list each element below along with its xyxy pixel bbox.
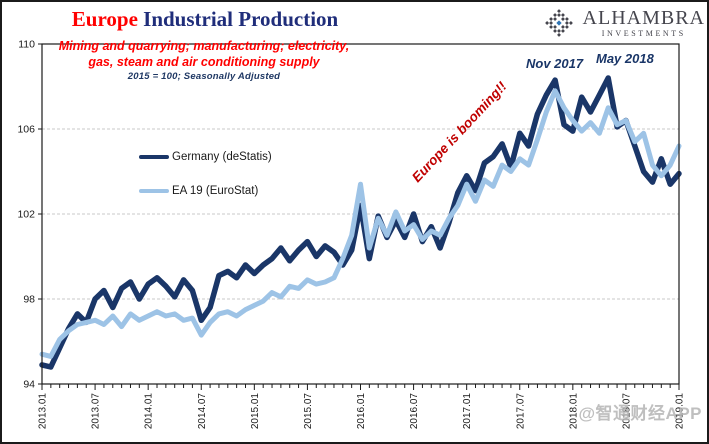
x-tick-label-2018.07: 2018.07	[621, 393, 632, 430]
logo-mosaic-cell	[556, 8, 561, 13]
chart-title: Europe Industrial Production	[40, 7, 370, 32]
chart-subtitle: Mining and quarrying; manufacturing; ele…	[44, 39, 364, 83]
legend-item-germany: Germany (deStatis)	[139, 150, 272, 164]
germany-line-swatch	[139, 154, 169, 160]
alhambra-diamond-icon	[544, 8, 573, 37]
logo-mosaic-cell	[552, 12, 557, 17]
logo-mosaic-cell	[564, 16, 569, 21]
alhambra-logo: ALHAMBRA INVESTMENTS	[535, 2, 707, 43]
y-tick-label-94: 94	[23, 379, 35, 391]
y-tick-label-102: 102	[17, 209, 35, 221]
x-tick-label-2014.01: 2014.01	[144, 393, 155, 430]
logo-mosaic-cell	[552, 24, 557, 29]
subtitle-line-1: Mining and quarrying; manufacturing; ele…	[58, 39, 350, 53]
annotation-nov-2017: Nov 2017	[526, 56, 584, 71]
logo-mosaic-cell	[556, 28, 561, 33]
x-tick-label-2017.07: 2017.07	[515, 393, 526, 430]
logo-mosaic-cell	[568, 20, 573, 25]
y-tick-label-110: 110	[18, 39, 35, 51]
chart-title-rest: Industrial Production	[137, 7, 339, 31]
subtitle-index-note: 2015 = 100; Seasonally Adjusted	[127, 71, 281, 83]
x-tick-label-2019.01: 2019.01	[675, 393, 686, 430]
logo-mosaic-cell	[548, 20, 553, 25]
ea19-legend-label: EA 19 (EuroStat)	[172, 185, 259, 197]
x-tick-label-2017.01: 2017.01	[462, 393, 473, 430]
zhitong-caijing-watermark: @智通财经APP	[578, 404, 702, 423]
logo-mosaic-cell	[548, 16, 553, 21]
x-tick-label-2016.01: 2016.01	[356, 393, 367, 430]
logo-mosaic-cell	[564, 20, 569, 25]
x-tick-label-2013.07: 2013.07	[91, 393, 102, 430]
logo-mosaic-cell	[560, 24, 565, 29]
logo-mosaic-cell	[548, 24, 553, 29]
logo-mosaic-cell	[552, 16, 557, 21]
legend-item-ea19: EA 19 (EuroStat)	[139, 184, 258, 198]
logo-mosaic-cell	[560, 12, 565, 17]
logo-mosaic-cell	[564, 24, 569, 29]
chart-title-europe: Europe	[71, 7, 138, 31]
logo-mosaic-cell	[555, 19, 562, 26]
germany-legend-label: Germany (deStatis)	[172, 151, 272, 163]
alhambra-logo-text: ALHAMBRA INVESTMENTS	[583, 8, 705, 38]
alhambra-logo-name: ALHAMBRA	[582, 6, 705, 29]
x-tick-label-2015.01: 2015.01	[250, 393, 261, 430]
y-tick-label-106: 106	[17, 124, 35, 136]
x-tick-label-2016.07: 2016.07	[409, 393, 420, 430]
alhambra-logo-tagline: INVESTMENTS	[601, 28, 686, 38]
x-tick-label-2014.07: 2014.07	[197, 393, 208, 430]
x-tick-label-2013.01: 2013.01	[38, 393, 49, 430]
logo-mosaic-cell	[560, 16, 565, 21]
logo-mosaic-cell	[544, 20, 549, 25]
logo-mosaic-cell	[556, 12, 561, 17]
logo-mosaic-cell	[560, 28, 565, 33]
logo-mosaic-cell	[552, 28, 557, 33]
y-tick-label-98: 98	[23, 294, 35, 306]
annotation-may-2018: May 2018	[596, 51, 654, 66]
logo-mosaic-cell	[556, 32, 561, 37]
x-tick-label-2015.07: 2015.07	[303, 393, 314, 430]
ea19-line	[39, 88, 682, 359]
ea19-line-swatch	[139, 188, 169, 194]
germany-line	[39, 75, 682, 370]
x-tick-label-2018.01: 2018.01	[568, 393, 579, 430]
subtitle-line-2: gas, steam and air conditioning supply	[88, 54, 320, 69]
